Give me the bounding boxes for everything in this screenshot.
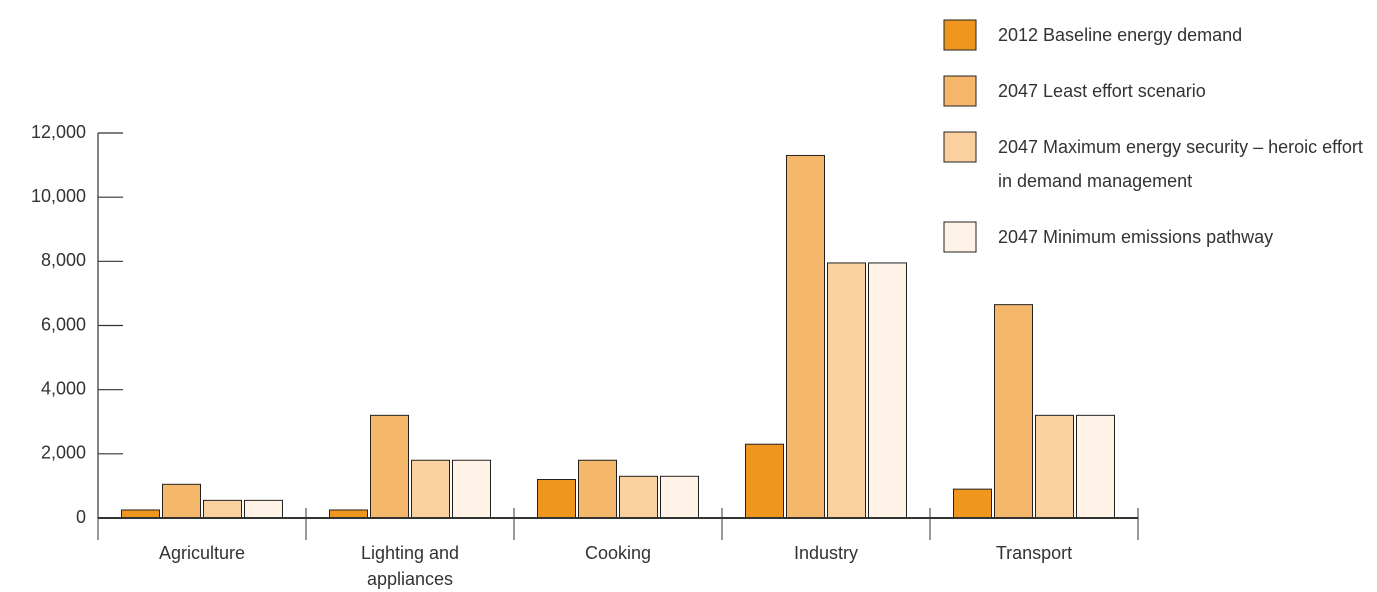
bar [745, 443, 784, 519]
bar [953, 488, 992, 519]
legend-swatch [943, 75, 977, 107]
bar [370, 414, 409, 519]
bar [619, 475, 658, 519]
legend-label: 2047 Least effort scenario [998, 81, 1206, 101]
bar [578, 459, 617, 519]
bar [329, 509, 368, 519]
legend-label: 2047 Maximum energy security – heroic ef… [998, 137, 1363, 191]
bar [786, 154, 825, 519]
bar [827, 262, 866, 519]
legend-swatch [943, 19, 977, 51]
bar [162, 483, 201, 519]
legend-swatch [943, 131, 977, 163]
bar [452, 459, 491, 519]
y-tick-label: 8,000 [41, 250, 86, 270]
x-tick-label: Industry [794, 543, 858, 563]
bar [411, 459, 450, 519]
x-tick-label: Lighting and appliances [361, 543, 459, 589]
bar [660, 475, 699, 519]
y-tick-label: 4,000 [41, 378, 86, 398]
bar [203, 499, 242, 519]
y-tick-label: 0 [76, 507, 86, 527]
y-tick-label: 2,000 [41, 443, 86, 463]
y-tick-label: 6,000 [41, 314, 86, 334]
bar [244, 499, 283, 519]
bar [1035, 414, 1074, 519]
bar [1076, 414, 1115, 519]
y-tick-label: 12,000 [31, 122, 86, 142]
legend-label: 2012 Baseline energy demand [998, 25, 1242, 45]
x-tick-label: Transport [996, 543, 1072, 563]
legend-swatch [943, 221, 977, 253]
bar [868, 262, 907, 519]
bar [994, 304, 1033, 519]
y-tick-label: 10,000 [31, 186, 86, 206]
bar [121, 509, 160, 519]
x-tick-label: Agriculture [159, 543, 245, 563]
legend-label: 2047 Minimum emissions pathway [998, 227, 1273, 247]
x-tick-label: Cooking [585, 543, 651, 563]
bar [537, 479, 576, 519]
